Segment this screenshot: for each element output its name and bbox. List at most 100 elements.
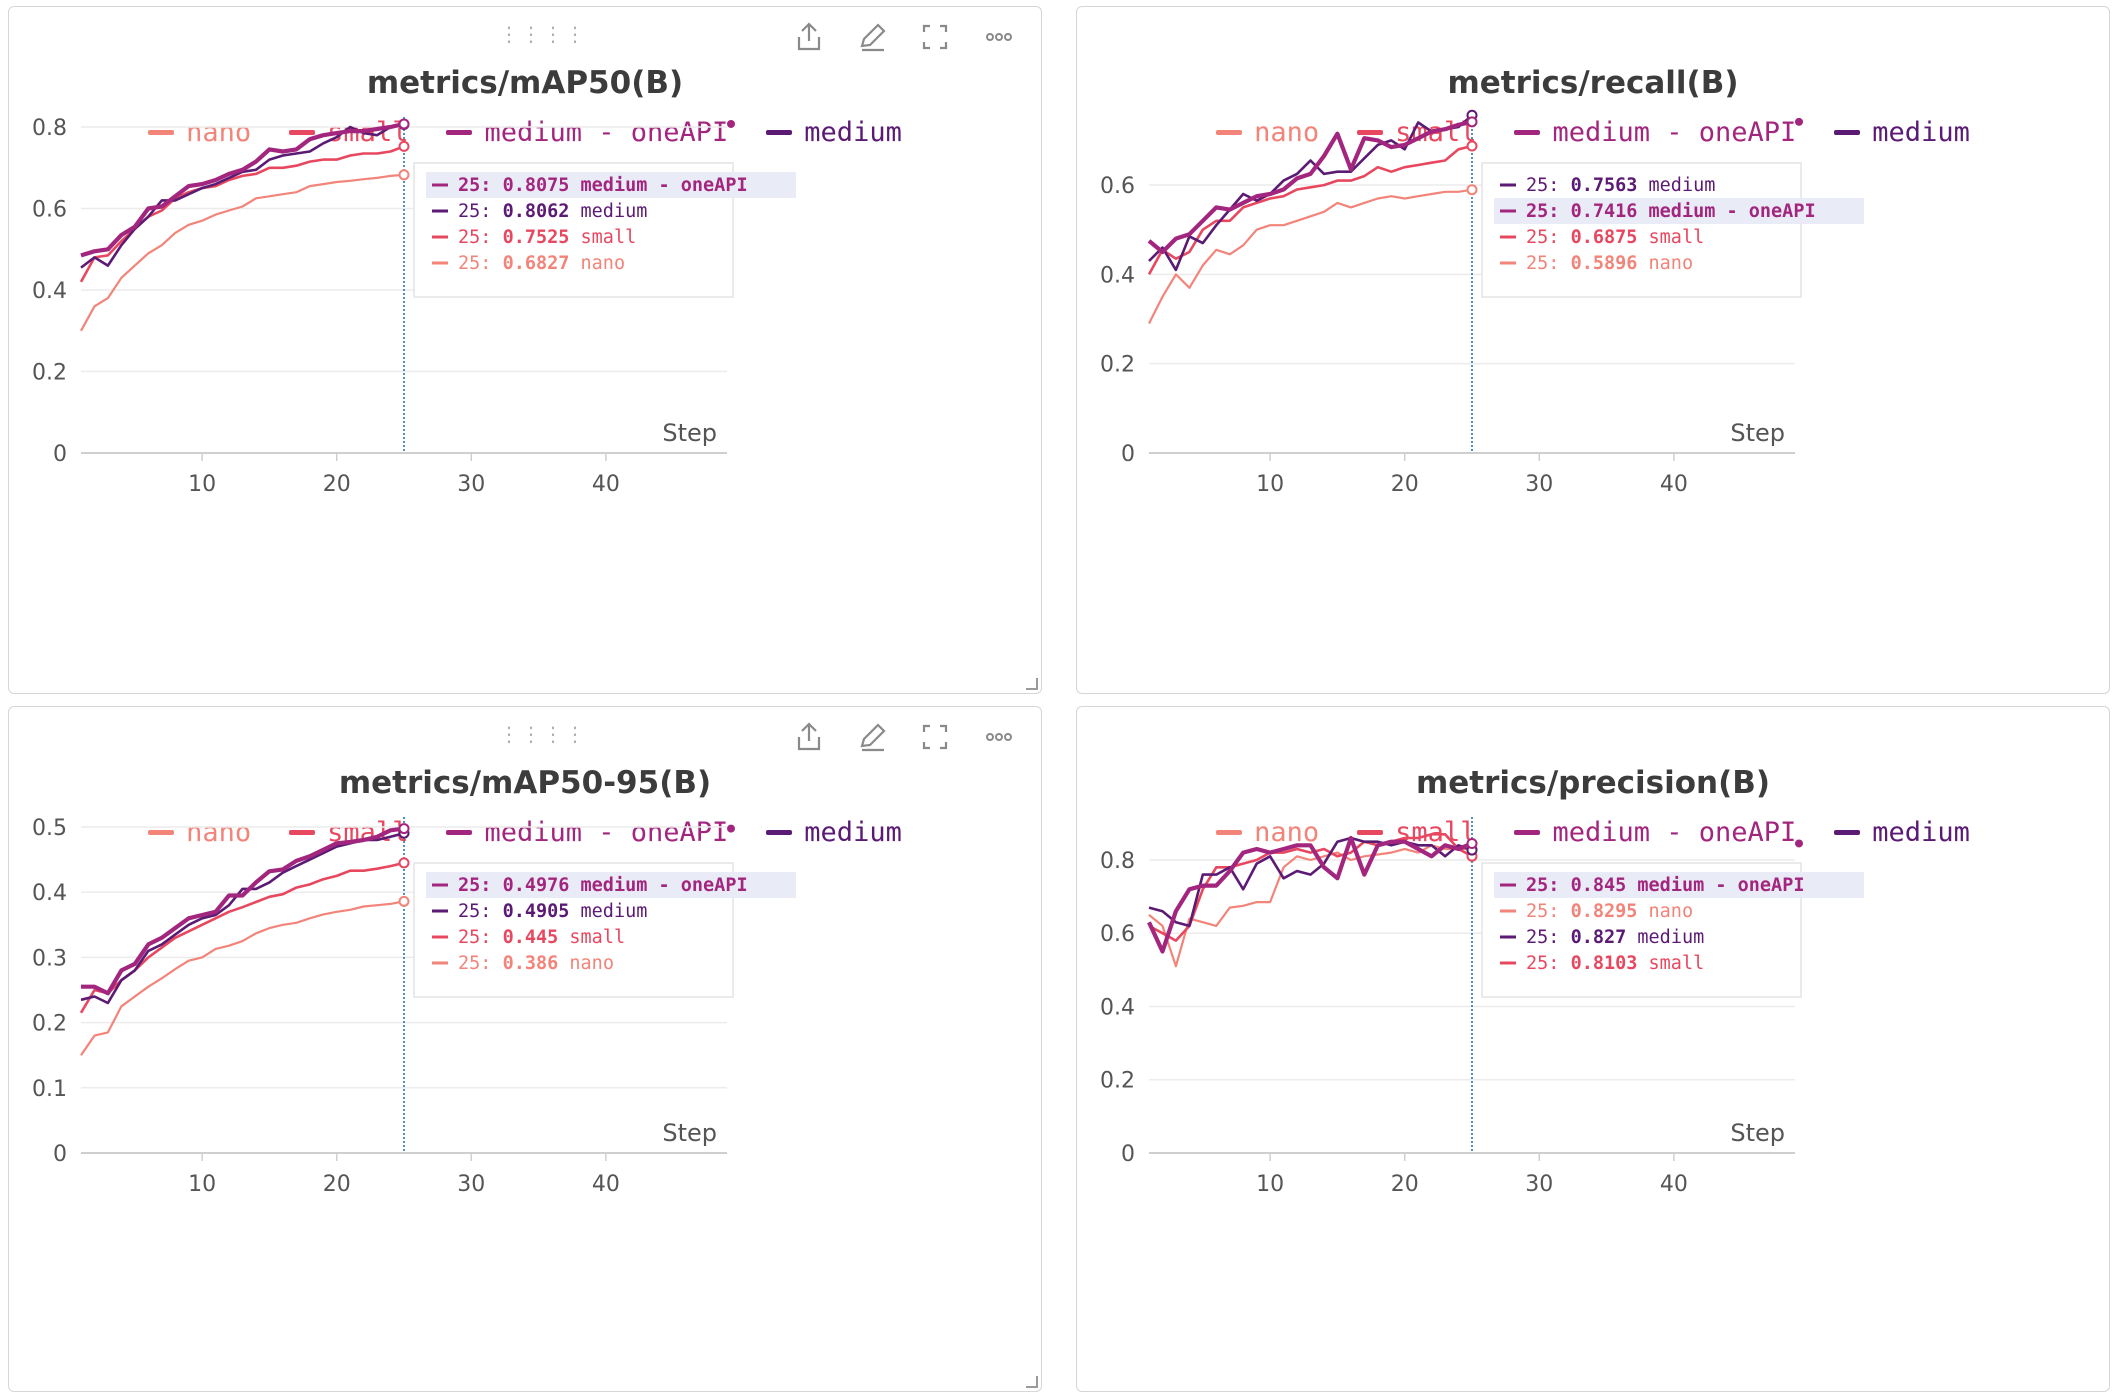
legend-item-small[interactable]: small (1357, 817, 1476, 848)
plot-area[interactable]: 0 0.2 0.4 0.6 10 20 30 40 Step 25: 0.7563 medium 2… (1077, 7, 2111, 695)
x-tick-label: 10 (188, 1172, 216, 1197)
y-tick-label: 0.4 (32, 279, 67, 304)
legend-swatch (1357, 830, 1384, 835)
legend-item-nano[interactable]: nano (148, 117, 251, 148)
tooltip-row: 25: 0.6827 nano (458, 253, 625, 274)
legend-swatch (1357, 130, 1384, 135)
series-line-medium (80, 831, 405, 1005)
y-tick-label: 0.2 (32, 361, 67, 386)
plot-area[interactable]: 0 0.2 0.4 0.6 0.8 10 20 30 40 Step 25: 0.8075 medi… (9, 7, 1043, 695)
hover-point-small (1466, 140, 1478, 152)
legend-swatch (148, 830, 175, 835)
more-horizontal-icon[interactable] (981, 19, 1017, 55)
share-icon[interactable] (791, 719, 827, 755)
legend-label: medium (1872, 117, 1970, 148)
series-line-nano (1148, 844, 1473, 968)
legend-item-medium_oneapi[interactable]: medium - oneAPI (1514, 117, 1796, 148)
x-tick-label: 20 (323, 1172, 351, 1197)
chart-panel-map5095: ⋮⋮⋮⋮ metrics/mAP50-95(B) nano small medium… (8, 706, 1042, 1392)
resize-handle-icon[interactable] (1026, 1376, 1038, 1388)
chart-panel-precision: metrics/precision(B) nano small medium - o… (1076, 706, 2110, 1392)
legend-label: nano (1254, 817, 1320, 848)
legend-label: medium (804, 117, 902, 148)
legend-item-medium[interactable]: medium (1834, 117, 1970, 148)
x-axis-label: Step (662, 1119, 717, 1147)
legend-item-nano[interactable]: nano (1216, 117, 1319, 148)
x-tick-label: 30 (457, 472, 485, 497)
hover-point-medium_oneapi (1466, 116, 1478, 128)
expand-icon[interactable] (917, 719, 953, 755)
legend-item-nano[interactable]: nano (1216, 817, 1319, 848)
legend-label: medium - oneAPI (1552, 817, 1797, 848)
pencil-icon[interactable] (854, 19, 890, 55)
y-tick-label: 0 (1121, 442, 1135, 467)
legend-label: nano (186, 117, 252, 148)
legend-item-medium[interactable]: medium (1834, 817, 1970, 848)
y-tick-label: 0.6 (1100, 174, 1135, 199)
share-icon[interactable] (791, 19, 827, 55)
y-tick-label: 0.1 (32, 1077, 67, 1102)
x-axis-label: Step (662, 419, 717, 447)
x-tick-label: 40 (1660, 472, 1688, 497)
tooltip-row: 25: 0.4905 medium (458, 901, 647, 922)
pencil-icon[interactable] (854, 719, 890, 755)
chart-title: metrics/precision(B) (1415, 765, 1771, 801)
hover-point-small (398, 140, 410, 152)
series-line-medium_oneapi (1147, 835, 1473, 954)
series-line-medium (80, 123, 405, 269)
legend-item-medium_oneapi[interactable]: medium - oneAPI (446, 817, 728, 848)
x-tick-label: 30 (1525, 472, 1553, 497)
legend-item-medium[interactable]: medium (766, 117, 902, 148)
x-axis-label: Step (1730, 1119, 1785, 1147)
legend-item-medium_oneapi[interactable]: medium - oneAPI (446, 117, 728, 148)
tooltip-row: 25: 0.7525 small (458, 227, 636, 248)
legend-swatch (446, 830, 473, 835)
series-line-medium (1148, 114, 1473, 272)
tooltip-row: 25: 0.5896 nano (1526, 253, 1693, 274)
chart-title: metrics/mAP50-95(B) (338, 765, 712, 801)
series-line-small (1148, 833, 1473, 942)
more-horizontal-icon[interactable] (981, 719, 1017, 755)
series-line-small (79, 145, 405, 283)
legend-swatch (1514, 830, 1541, 835)
y-tick-label: 0 (53, 442, 67, 467)
tooltip-highlight (1494, 198, 1864, 224)
y-tick-label: 0.8 (32, 116, 67, 141)
chart-legend: nano small medium - oneAPI medium (9, 117, 1041, 148)
y-tick-label: 0.6 (32, 198, 67, 223)
x-tick-label: 10 (1256, 1172, 1284, 1197)
tooltip-row: 25: 0.4976 medium - oneAPI (458, 875, 748, 896)
x-tick-label: 20 (323, 472, 351, 497)
x-tick-label: 40 (1660, 1172, 1688, 1197)
chart-legend: nano small medium - oneAPI medium (1077, 817, 2109, 848)
x-tick-label: 40 (592, 472, 620, 497)
tooltip-row: 25: 0.445 small (458, 927, 625, 948)
legend-label: medium - oneAPI (484, 817, 729, 848)
tooltip-row: 25: 0.7416 medium - oneAPI (1526, 201, 1816, 222)
series-line-medium_oneapi (1147, 119, 1473, 255)
legend-item-nano[interactable]: nano (148, 817, 251, 848)
plot-area[interactable]: 0 0.1 0.2 0.3 0.4 0.5 10 20 30 40 Step 25: 0.4976 m… (9, 707, 1043, 1393)
legend-swatch (1216, 830, 1243, 835)
x-tick-label: 10 (1256, 472, 1284, 497)
resize-handle-icon[interactable] (1026, 678, 1038, 690)
series-end-marker (727, 119, 735, 128)
tooltip-row: 25: 0.8295 nano (1526, 901, 1693, 922)
x-tick-label: 20 (1391, 472, 1419, 497)
legend-item-medium[interactable]: medium (766, 817, 902, 848)
legend-item-medium_oneapi[interactable]: medium - oneAPI (1514, 817, 1796, 848)
hover-point-nano (398, 895, 410, 907)
tooltip-highlight (1494, 872, 1864, 898)
plot-area[interactable]: 0 0.2 0.4 0.6 0.8 10 20 30 40 Step 25: 0.845 mediu… (1077, 707, 2111, 1393)
series-line-nano (1148, 188, 1473, 324)
chart-panel-recall: metrics/recall(B) nano small medium - oneA… (1076, 6, 2110, 694)
series-line-medium_oneapi (80, 121, 405, 258)
y-tick-label: 0 (53, 1142, 67, 1167)
series-end-marker (727, 824, 735, 833)
chart-title: metrics/recall(B) (1447, 65, 1739, 101)
legend-swatch (1216, 130, 1243, 135)
y-tick-label: 0.2 (1100, 1069, 1135, 1094)
y-tick-label: 0.4 (32, 881, 67, 906)
expand-icon[interactable] (917, 19, 953, 55)
y-tick-label: 0.4 (1100, 263, 1135, 288)
